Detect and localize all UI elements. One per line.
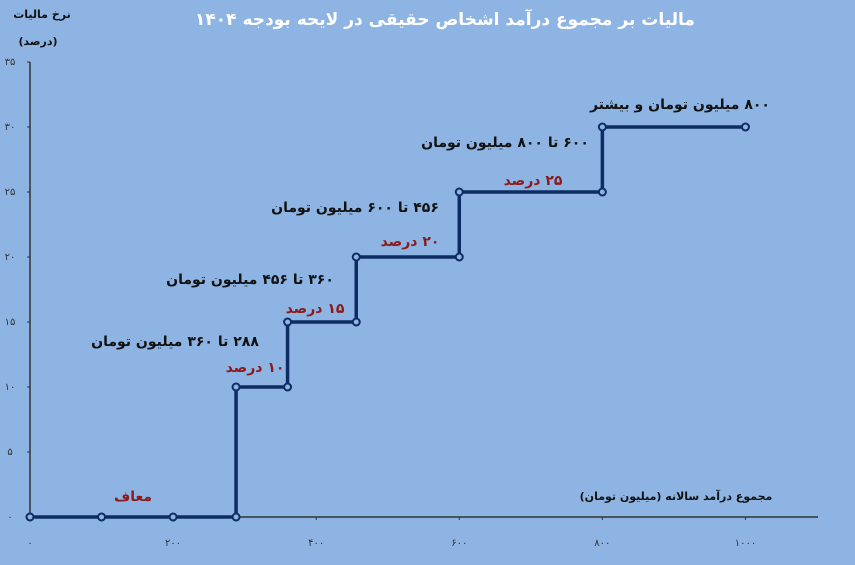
x-tick-label: ۱۰۰۰ [735, 538, 756, 549]
annotation: ۶۰۰ تا ۸۰۰ میلیون تومان [421, 135, 589, 151]
point-marker [283, 382, 293, 392]
point-marker [454, 252, 464, 262]
point-marker [283, 317, 293, 327]
annotation: ۸۰۰ میلیون تومان و بیشتر [589, 97, 770, 113]
y-tick-label: ۳۰ [5, 122, 16, 133]
y-axis-unit: (درصد) [18, 35, 57, 48]
point-marker [231, 382, 241, 392]
y-tick-label: ۲۰ [5, 252, 16, 263]
y-tick-label: ۱۵ [5, 317, 16, 328]
point-marker [597, 122, 607, 132]
y-tick-label: ۱۰ [5, 382, 16, 393]
annotation: ۴۵۶ تا ۶۰۰ میلیون تومان [271, 200, 439, 216]
point-marker [597, 187, 607, 197]
point-marker [740, 122, 750, 132]
annotation: ۱۵ درصد [286, 301, 345, 317]
annotation: ۲۰ درصد [381, 234, 440, 250]
annotation: ۱۰ درصد [226, 360, 285, 376]
x-axis-label: مجموع درآمد سالانه (میلیون تومان) [580, 489, 773, 503]
y-tick-label: ۲۵ [5, 187, 16, 198]
annotation: ۲۵ درصد [504, 173, 563, 189]
point-marker [168, 512, 178, 522]
step-line [30, 125, 746, 519]
y-tick-label: ۳۵ [5, 57, 16, 68]
x-tick-label: ۰ [27, 538, 32, 549]
annotation: ۳۶۰ تا ۴۵۶ میلیون تومان [166, 272, 334, 288]
point-marker [97, 512, 107, 522]
annotation: معاف [114, 489, 152, 505]
annotation: ۲۸۸ تا ۳۶۰ میلیون تومان [91, 334, 259, 350]
chart-title: مالیات بر مجموع درآمد اشخاص حقیقی در لای… [195, 8, 695, 30]
point-marker [25, 512, 35, 522]
x-tick-label: ۲۰۰ [165, 538, 181, 549]
point-marker [231, 512, 241, 522]
x-tick-label: ۶۰۰ [451, 538, 467, 549]
y-tick-label: ۰ [7, 512, 12, 523]
point-marker [351, 252, 361, 262]
point-marker [351, 317, 361, 327]
y-axis-label: نرخ مالیات [13, 8, 70, 21]
y-tick-label: ۵ [7, 447, 12, 458]
point-marker [454, 187, 464, 197]
x-tick-label: ۸۰۰ [594, 538, 610, 549]
x-tick-label: ۴۰۰ [308, 538, 324, 549]
